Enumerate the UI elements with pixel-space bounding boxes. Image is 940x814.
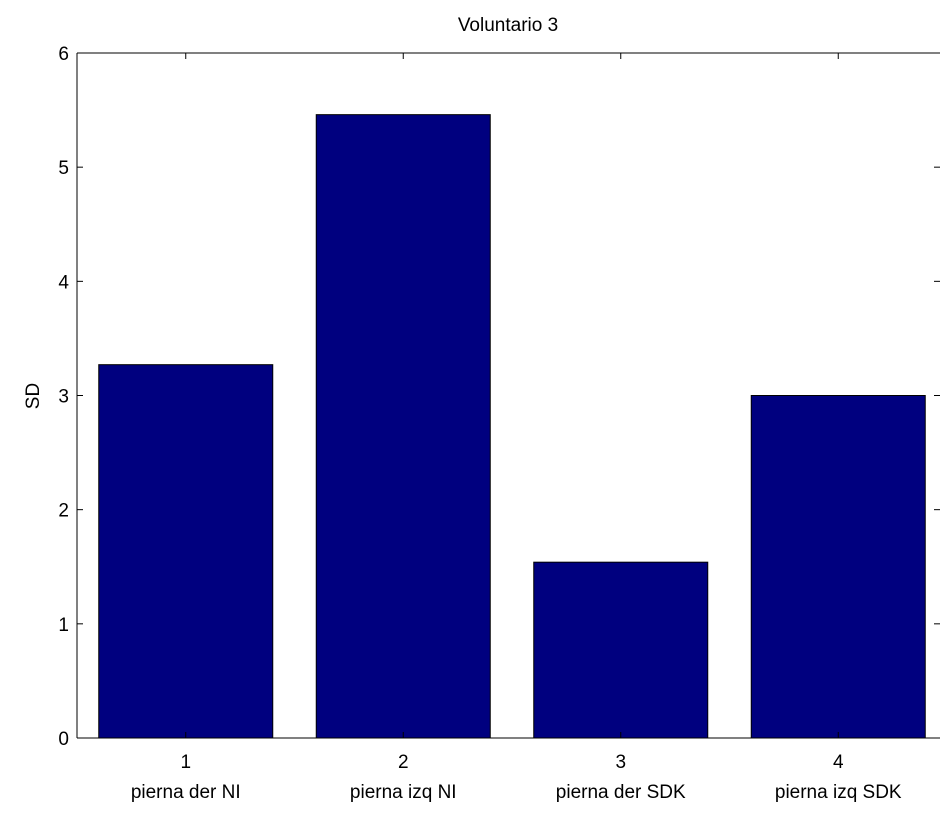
x-category-name: pierna der SDK: [556, 782, 686, 803]
x-category-name: pierna izq NI: [350, 782, 457, 803]
x-tick-label: 4: [833, 752, 844, 773]
bar-1: [98, 364, 274, 739]
x-tick-label: 2: [398, 752, 409, 773]
x-category-name: pierna izq SDK: [775, 782, 902, 803]
y-tick-label: 6: [58, 44, 69, 65]
bars-group: [98, 114, 926, 739]
y-tick-label: 3: [58, 387, 69, 408]
bar-4: [750, 395, 926, 739]
x-tick-label: 3: [615, 752, 626, 773]
chart-title: Voluntario 3: [458, 15, 558, 36]
y-axis-label: SD: [23, 383, 44, 409]
y-tick-label: 4: [58, 272, 69, 293]
x-tick-label: 1: [180, 752, 191, 773]
y-tick-label: 1: [58, 615, 69, 636]
bar-2: [315, 114, 491, 739]
x-category-name: pierna der NI: [131, 782, 241, 803]
bar-3: [533, 561, 709, 739]
y-tick-label: 5: [58, 158, 69, 179]
y-tick-label: 0: [58, 729, 69, 750]
axes-group: 0 1 2 3 4 5 6 1 pierna der NI 2 pierna izq NI 3 pier…: [58, 44, 940, 803]
y-tick-label: 2: [58, 501, 69, 522]
